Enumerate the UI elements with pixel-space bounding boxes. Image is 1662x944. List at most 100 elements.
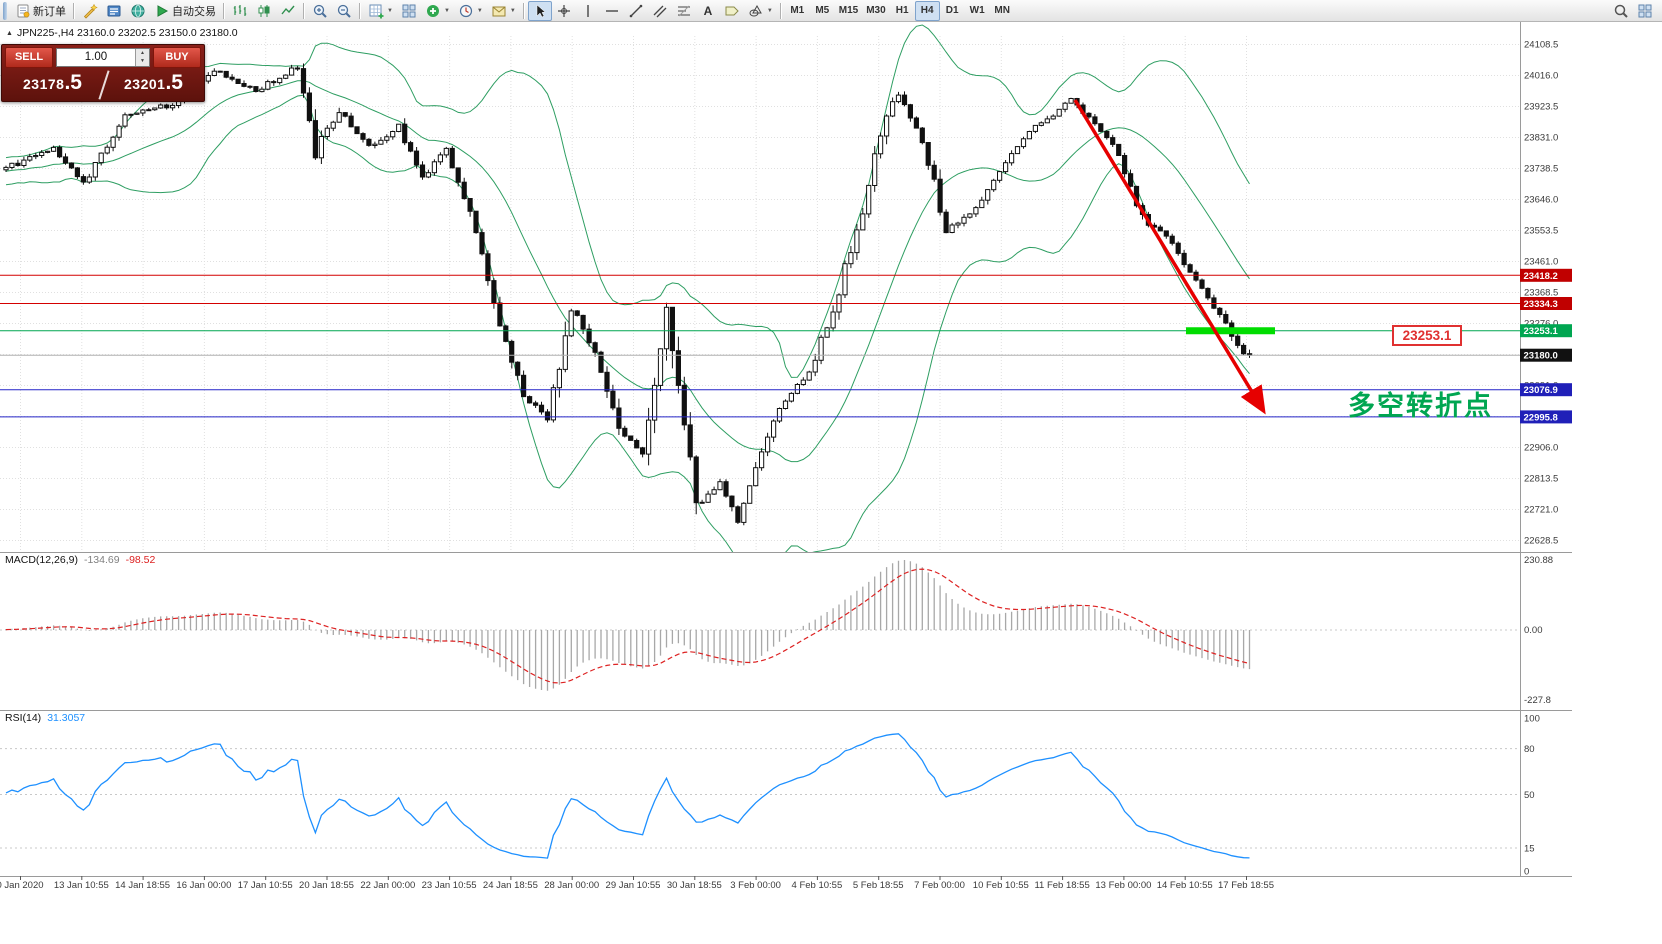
macd-signal-line xyxy=(5,568,1250,684)
profiles-icon xyxy=(106,3,122,19)
tf-w1-button[interactable]: W1 xyxy=(965,1,990,21)
turning-point-label[interactable]: 多空转折点 xyxy=(1348,391,1493,421)
sell-price[interactable]: 23178.5 xyxy=(2,69,103,101)
price-tag: 23180.0 xyxy=(1520,348,1572,362)
sell-button[interactable]: SELL xyxy=(5,46,53,68)
svg-text:23923.5: 23923.5 xyxy=(1524,102,1558,113)
toolbar-separator xyxy=(359,2,361,19)
svg-text:80: 80 xyxy=(1524,744,1535,755)
bar-chart-button[interactable] xyxy=(228,1,252,21)
wizard-button[interactable] xyxy=(78,1,102,21)
wand-icon xyxy=(82,3,98,19)
templates-button[interactable]: ▼ xyxy=(487,1,520,21)
volume-down-button[interactable]: ▼ xyxy=(136,57,149,66)
time-axis[interactable]: 0 Jan 2020 13 Jan 10:55 14 Jan 18:55 16 Jan… xyxy=(0,876,1274,891)
price-tag: 23253.1 xyxy=(1520,324,1572,338)
toolbar-separator xyxy=(73,2,75,19)
shapes-button[interactable]: ▼ xyxy=(744,1,777,21)
indicators-button[interactable]: ▼ xyxy=(421,1,454,21)
svg-text:22995.8: 22995.8 xyxy=(1524,412,1558,423)
tf-h1-button-label: H1 xyxy=(895,5,909,16)
zoom-in-button[interactable] xyxy=(308,1,332,21)
svg-text:23 Jan 10:55: 23 Jan 10:55 xyxy=(422,880,477,891)
dropdown-arrow-icon[interactable]: ▼ xyxy=(509,7,516,14)
new-chart-button[interactable]: ▼ xyxy=(364,1,397,21)
price-annotation-box[interactable]: 23253.1 xyxy=(1392,325,1462,346)
trendline-button[interactable] xyxy=(624,1,648,21)
svg-text:23738.5: 23738.5 xyxy=(1524,164,1558,175)
buy-price[interactable]: 23201.5 xyxy=(103,69,204,101)
line-chart-button[interactable] xyxy=(276,1,300,21)
fibonacci-button[interactable] xyxy=(672,1,696,21)
price-chart-svg[interactable]: 24108.5 24016.0 23923.5 23831.0 23738.5 23646… xyxy=(0,22,1662,944)
zoom-out-button[interactable] xyxy=(332,1,356,21)
tf-m15-button[interactable]: M15 xyxy=(835,1,862,21)
macd-axis[interactable]: 230.88 0.00 -227.8 xyxy=(1524,555,1553,706)
fibo-icon xyxy=(676,3,692,19)
trend-arrow[interactable] xyxy=(1073,99,1266,415)
text-button[interactable]: A xyxy=(696,1,720,21)
svg-text:23276.0: 23276.0 xyxy=(1524,319,1558,330)
macd-signal-value: -98.52 xyxy=(125,554,156,566)
oneclick-collapse-icon[interactable]: ▲ xyxy=(6,29,13,37)
svg-text:22721.0: 22721.0 xyxy=(1524,505,1558,516)
tf-m5-button[interactable]: M5 xyxy=(810,1,835,21)
volume-up-button[interactable]: ▲ xyxy=(136,48,149,57)
svg-text:3 Feb 00:00: 3 Feb 00:00 xyxy=(730,880,781,891)
toolbar-drag-handle[interactable] xyxy=(3,1,7,20)
cursor-button[interactable] xyxy=(527,0,552,21)
channel-icon xyxy=(652,3,668,19)
svg-text:5 Feb 18:55: 5 Feb 18:55 xyxy=(853,880,904,891)
volume-value[interactable]: 1.00 xyxy=(84,50,108,63)
bid-frac-digits: .5 xyxy=(64,71,82,94)
tf-h4-button[interactable]: H4 xyxy=(914,0,940,21)
price-axis[interactable]: 24108.5 24016.0 23923.5 23831.0 23738.5 23646… xyxy=(1524,40,1558,547)
buy-button[interactable]: BUY xyxy=(153,46,201,68)
tf-h1-button[interactable]: H1 xyxy=(890,1,915,21)
tf-m30-button[interactable]: M30 xyxy=(862,1,889,21)
vertical-line-button[interactable] xyxy=(576,1,600,21)
line-icon xyxy=(280,3,296,19)
volume-stepper[interactable]: ▲ ▼ xyxy=(135,48,149,66)
clock-icon xyxy=(458,3,474,19)
candle-chart-button[interactable] xyxy=(252,1,276,21)
search-icon xyxy=(1613,3,1629,19)
workspace-button[interactable] xyxy=(1633,1,1657,21)
search-button[interactable] xyxy=(1609,1,1633,21)
svg-text:0: 0 xyxy=(1524,867,1529,878)
text-label-button[interactable] xyxy=(720,1,744,21)
play-icon xyxy=(154,3,170,19)
autotrading-button[interactable]: 自动交易 xyxy=(150,1,220,21)
volume-input[interactable]: 1.00 ▲ ▼ xyxy=(56,47,150,67)
macd-main-value: -134.69 xyxy=(83,554,120,566)
svg-text:14 Jan 18:55: 14 Jan 18:55 xyxy=(115,880,170,891)
tile-windows-button[interactable] xyxy=(397,1,421,21)
channel-button[interactable] xyxy=(648,1,672,21)
horizontal-line-button[interactable] xyxy=(600,1,624,21)
dropdown-arrow-icon[interactable]: ▼ xyxy=(476,7,483,14)
candlestick-series[interactable] xyxy=(3,63,1253,526)
profiles-button[interactable] xyxy=(102,1,126,21)
svg-text:29 Jan 10:55: 29 Jan 10:55 xyxy=(606,880,661,891)
symbol-ohlc-info: ▲ JPN225-,H4 23160.0 23202.5 23150.0 231… xyxy=(6,27,238,39)
tf-m1-button[interactable]: M1 xyxy=(785,1,810,21)
cursor-icon xyxy=(532,3,548,19)
new-order-button[interactable]: 新订单 xyxy=(11,1,70,21)
toolbar-right-group xyxy=(1609,0,1660,22)
periods-button[interactable]: ▼ xyxy=(454,1,487,21)
svg-text:17 Feb 18:55: 17 Feb 18:55 xyxy=(1218,880,1274,891)
svg-text:10 Feb 10:55: 10 Feb 10:55 xyxy=(973,880,1029,891)
price-tag: 23076.9 xyxy=(1520,383,1572,397)
vline-icon xyxy=(580,3,596,19)
tf-mn-button[interactable]: MN xyxy=(990,1,1015,21)
tf-d1-button[interactable]: D1 xyxy=(940,1,965,21)
toolbar-separator xyxy=(303,2,305,19)
crosshair-button[interactable] xyxy=(552,1,576,21)
dropdown-arrow-icon[interactable]: ▼ xyxy=(387,7,393,14)
rsi-axis[interactable]: 100 80 50 15 0 xyxy=(1524,714,1540,878)
dropdown-arrow-icon[interactable]: ▼ xyxy=(766,7,773,14)
dropdown-arrow-icon[interactable]: ▼ xyxy=(443,7,450,14)
community-button[interactable] xyxy=(126,1,150,21)
zoom-out-icon xyxy=(336,3,352,19)
svg-text:14 Feb 10:55: 14 Feb 10:55 xyxy=(1157,880,1213,891)
